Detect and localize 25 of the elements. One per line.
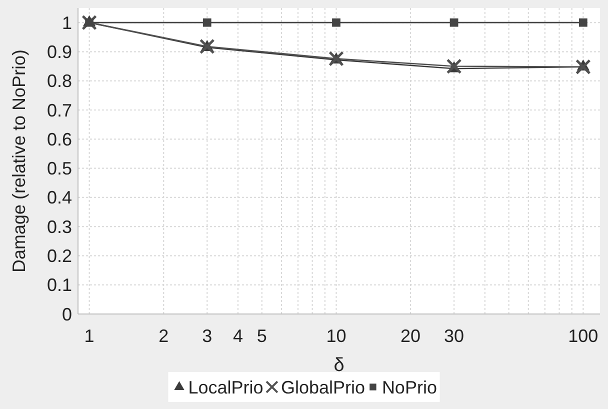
x-tick-label: 20 bbox=[400, 326, 421, 346]
y-tick-label: 0.4 bbox=[46, 188, 72, 208]
x-tick-label: 30 bbox=[444, 326, 464, 346]
x-tick-label: 100 bbox=[568, 326, 598, 346]
x-tick-label: 2 bbox=[158, 326, 169, 346]
y-tick-label: 0.1 bbox=[46, 275, 72, 296]
y-tick-label: 0.9 bbox=[46, 42, 72, 62]
y-tick-label: 0.5 bbox=[46, 158, 72, 179]
y-axis-title: Damage (relative to NoPrio) bbox=[9, 49, 29, 273]
y-tick-label: 0 bbox=[62, 304, 72, 324]
legend-label: NoPrio bbox=[382, 377, 437, 398]
legend-label: LocalPrio bbox=[188, 377, 264, 398]
y-tick-label: 0.6 bbox=[46, 129, 72, 150]
y-tick-label: 0.3 bbox=[46, 216, 72, 237]
x-axis-title: δ bbox=[334, 355, 344, 376]
x-tick-label: 4 bbox=[232, 326, 243, 346]
x-tick-label: 5 bbox=[256, 326, 267, 346]
y-tick-label: 0.8 bbox=[46, 71, 72, 92]
x-tick-label: 3 bbox=[202, 326, 212, 346]
x-tick-label: 1 bbox=[84, 326, 94, 346]
y-tick-label: 1 bbox=[62, 12, 72, 33]
legend-label: GlobalPrio bbox=[280, 377, 365, 398]
x-tick-label: 10 bbox=[326, 326, 346, 346]
y-tick-label: 0.7 bbox=[46, 100, 72, 120]
y-tick-label: 0.2 bbox=[46, 246, 72, 266]
